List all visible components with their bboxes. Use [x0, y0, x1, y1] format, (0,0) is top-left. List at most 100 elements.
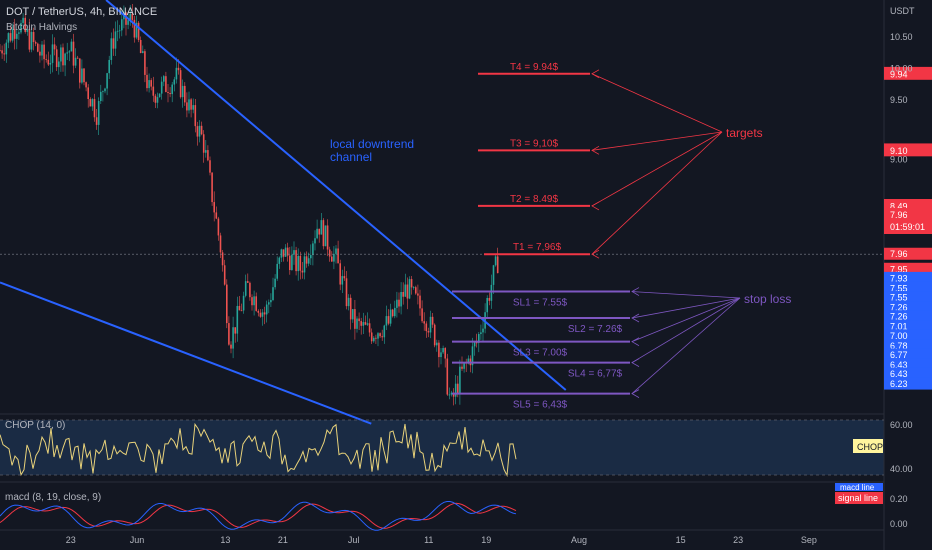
candle-body: [186, 102, 188, 111]
candle-body: [184, 85, 186, 103]
candle-body: [259, 312, 262, 317]
candle-body: [200, 125, 203, 135]
candle-body: [352, 309, 354, 320]
candle-body: [478, 334, 480, 343]
candle-body: [347, 297, 350, 307]
time-tick: Aug: [571, 535, 587, 545]
candle-body: [471, 346, 474, 366]
target-arrow: [591, 131, 723, 207]
candle-body: [74, 57, 77, 66]
candle-body: [496, 256, 499, 274]
candle-body: [247, 281, 249, 283]
candle-body: [95, 117, 98, 125]
signal-legend-box: [835, 492, 883, 504]
candle-body: [383, 325, 386, 338]
candle-body: [389, 309, 392, 324]
candle-body: [251, 297, 253, 306]
candle-body: [26, 29, 29, 32]
price-label-box: [884, 67, 932, 80]
candle-body: [310, 255, 312, 259]
candle-body: [322, 220, 325, 247]
stop-arrow: [631, 297, 741, 394]
candle-body: [301, 270, 304, 273]
candle-body: [379, 333, 381, 337]
candle-body: [228, 323, 230, 345]
candle-body: [202, 134, 205, 153]
macd-legend-signal: signal line: [838, 493, 878, 503]
candle-body: [7, 33, 10, 43]
time-tick: 23: [66, 535, 76, 545]
candle-body: [62, 47, 64, 66]
candle-body: [28, 29, 31, 50]
candle-body: [284, 247, 287, 257]
target-arrow: [591, 131, 723, 151]
candle-body: [5, 42, 8, 55]
main-pane: [0, 0, 884, 410]
current-price-box: [884, 208, 932, 234]
time-axis: 23 Jun 13 21 Jul 11 19 Aug 15 23 Sep: [66, 535, 817, 545]
price-label-box: [884, 281, 932, 294]
candle-body: [316, 228, 318, 239]
candle-body: [163, 76, 165, 82]
candle-body: [226, 284, 228, 324]
candle-body: [144, 51, 146, 75]
time-tick: Jun: [130, 535, 145, 545]
candle-body: [30, 31, 33, 50]
candle-body: [179, 70, 182, 98]
candle-body: [173, 79, 176, 85]
candle-body: [408, 279, 411, 299]
macd-title: macd (8, 19, close, 9): [5, 492, 101, 503]
candle-body: [473, 342, 476, 347]
candle-body: [314, 238, 316, 244]
macd-line-series: [0, 501, 517, 531]
price-label: 7.55: [890, 283, 908, 293]
candle-body: [261, 312, 264, 317]
candle-body: [106, 73, 108, 89]
candle-body: [488, 297, 491, 301]
candle-body: [423, 321, 425, 324]
price-label-box: [884, 367, 932, 380]
candle-body: [253, 296, 255, 306]
macd-legend-box: [835, 483, 883, 491]
chop-tick-40: 40.00: [890, 464, 913, 474]
candle-body: [362, 322, 365, 326]
currency-label: USDT: [890, 6, 915, 16]
target-arrowhead: [591, 201, 600, 211]
candle-body: [452, 392, 455, 397]
candle-body: [289, 255, 291, 271]
chop-indicator-line: [0, 419, 884, 478]
time-tick: 21: [278, 535, 288, 545]
stop-arrowhead: [631, 389, 640, 398]
candle-body: [131, 13, 134, 20]
candle-body: [234, 327, 236, 334]
candle-body: [1, 50, 3, 54]
downtrend-lower-line[interactable]: [0, 281, 372, 425]
candle-body: [64, 53, 66, 66]
candle-body: [274, 278, 276, 288]
candle-body: [448, 394, 451, 396]
candle-body: [368, 323, 371, 333]
candle-body: [217, 218, 220, 236]
candle-body: [188, 99, 190, 111]
candle-body: [419, 295, 421, 309]
stop-arrow: [631, 291, 741, 299]
candle-body: [175, 67, 178, 80]
chop-pane-band: [0, 420, 884, 475]
annotation-arrows: [591, 69, 741, 398]
candle-body: [276, 263, 278, 279]
channel-label-line2: channel: [330, 150, 372, 164]
candle-body: [257, 310, 260, 313]
downtrend-upper-line[interactable]: [105, 0, 567, 391]
candle-body: [459, 366, 461, 395]
time-tick: 13: [220, 535, 230, 545]
candle-body: [207, 150, 209, 161]
stop-arrow: [631, 297, 741, 363]
price-label: 7.01: [890, 322, 908, 332]
stop-label: SL1 = 7.55$: [513, 298, 568, 309]
candle-body: [345, 278, 348, 307]
candle-body: [158, 93, 161, 98]
candle-body: [215, 212, 218, 219]
candle-body: [494, 256, 497, 266]
candle-body: [297, 255, 299, 272]
